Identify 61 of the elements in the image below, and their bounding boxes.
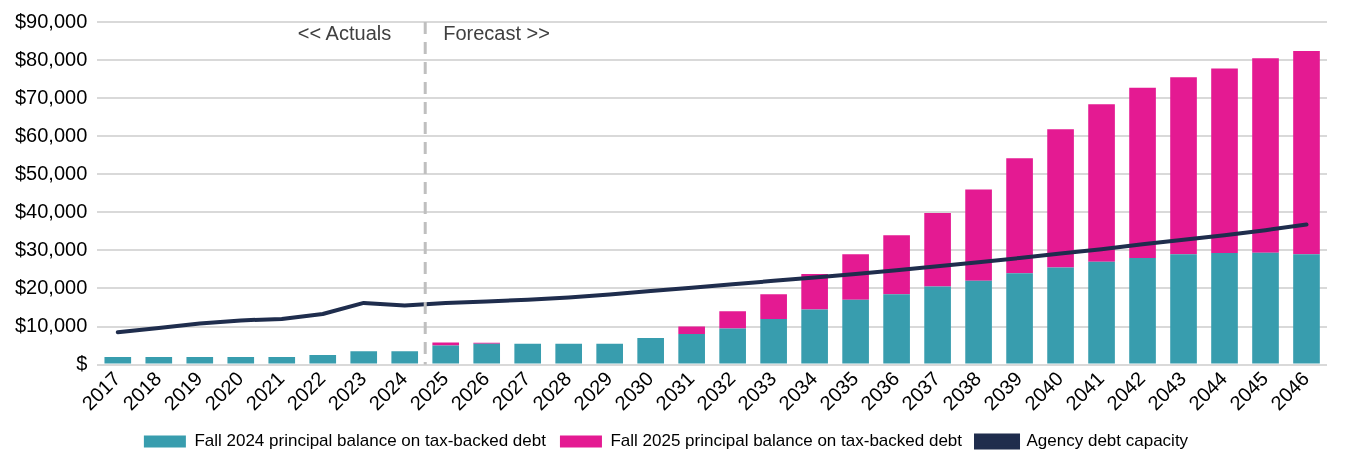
bar (883, 294, 910, 364)
bar (760, 294, 787, 319)
bar (186, 356, 214, 364)
y-tick-label: $50,000 (15, 161, 88, 184)
bar (514, 343, 542, 364)
y-tick-label: $10,000 (15, 314, 88, 337)
bar (924, 286, 951, 364)
bar (1293, 50, 1320, 255)
bar (1170, 77, 1197, 255)
bar (801, 309, 828, 364)
bar (473, 343, 501, 364)
bar (719, 328, 746, 364)
bar (1170, 254, 1197, 364)
legend-label: Fall 2025 principal balance on tax-backed debt (610, 431, 963, 451)
bar (1006, 158, 1033, 274)
bar (965, 189, 992, 281)
legend-label: Agency debt capacity (1026, 431, 1189, 451)
bar (1293, 254, 1320, 364)
bar (924, 213, 951, 287)
bar (678, 334, 705, 364)
bar (432, 342, 460, 346)
bar (1047, 129, 1074, 268)
bar (760, 318, 787, 364)
bar (268, 356, 296, 364)
bar (1047, 267, 1074, 364)
y-tick-label: $40,000 (15, 199, 88, 222)
bar (1129, 257, 1156, 364)
bar (637, 337, 664, 364)
bar (391, 351, 419, 364)
bar (1088, 261, 1115, 364)
bar (883, 235, 910, 295)
bar (227, 356, 255, 364)
bar (842, 254, 869, 300)
bar (1129, 87, 1156, 258)
y-tick-label: $80,000 (15, 47, 88, 70)
bar (842, 299, 869, 364)
bar (1252, 252, 1279, 364)
legend-label: Fall 2024 principal balance on tax-backed debt (194, 431, 547, 451)
annotation: << Actuals (297, 21, 392, 44)
y-tick-label: $ (76, 352, 88, 375)
bar (350, 351, 378, 364)
bar (1252, 58, 1279, 253)
y-tick-label: $20,000 (15, 275, 88, 298)
bar (309, 355, 337, 364)
annotation: Forecast >> (443, 21, 550, 44)
y-tick-label: $60,000 (15, 123, 88, 146)
bar (596, 343, 623, 364)
bar (1006, 273, 1033, 364)
y-tick-label: $30,000 (15, 237, 88, 260)
bar (678, 326, 705, 335)
bar (965, 280, 992, 364)
bar (1211, 253, 1238, 364)
bar (1211, 68, 1238, 254)
bar (555, 343, 582, 364)
bar (432, 345, 460, 364)
y-tick-label: $70,000 (15, 85, 88, 108)
bar (1088, 104, 1115, 262)
bar (104, 356, 132, 364)
bar (145, 356, 173, 364)
y-tick-label: $90,000 (15, 9, 88, 32)
bar (719, 311, 746, 329)
